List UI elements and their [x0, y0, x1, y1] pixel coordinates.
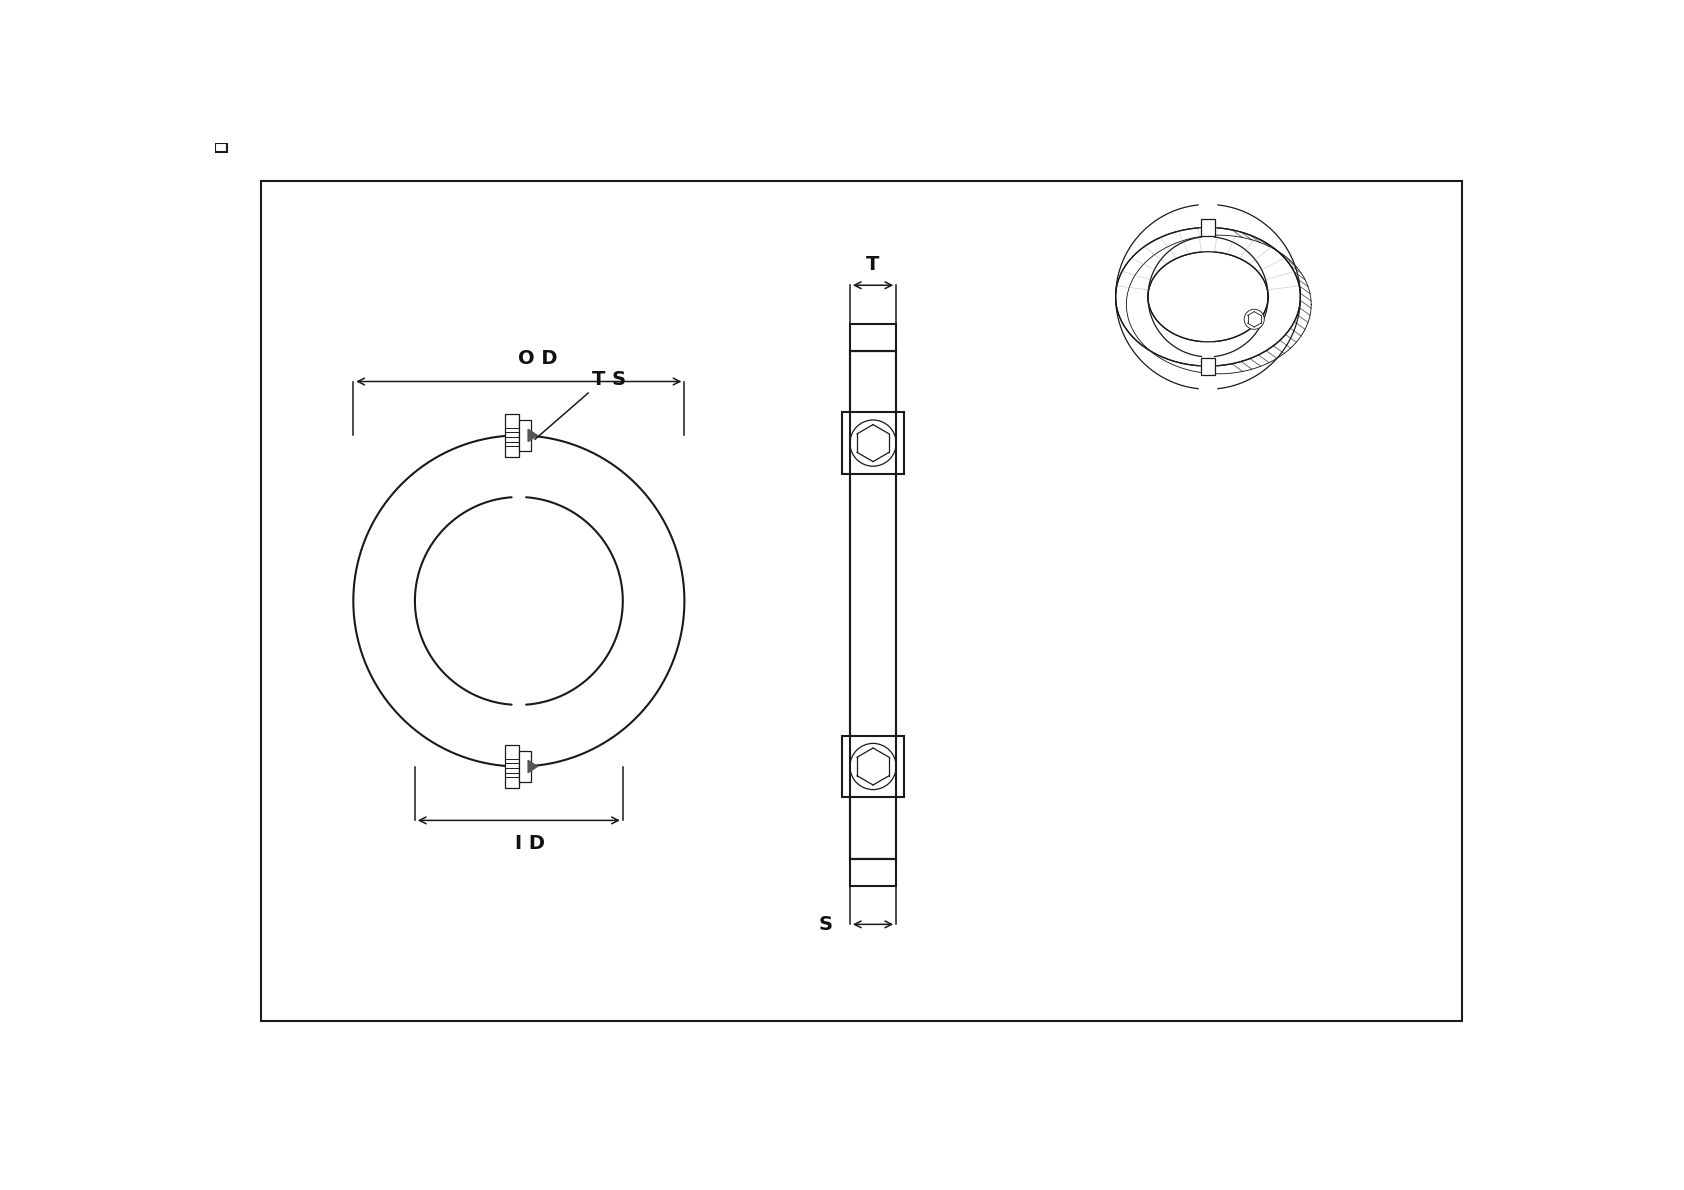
Bar [842, 735, 904, 797]
Bar [519, 420, 530, 451]
Polygon shape [529, 760, 537, 772]
Text: T S: T S [593, 370, 626, 389]
Text: I D: I D [515, 834, 546, 853]
Bar [842, 412, 904, 474]
Bar [505, 745, 519, 788]
Bar [850, 351, 896, 859]
Bar [519, 751, 530, 782]
Text: T: T [866, 255, 879, 274]
Circle shape [850, 744, 896, 790]
Circle shape [1244, 309, 1265, 330]
Text: O D: O D [519, 349, 557, 368]
Text: S: S [818, 915, 834, 934]
Polygon shape [529, 430, 537, 441]
Bar [216, 143, 227, 151]
Bar [1201, 358, 1214, 375]
Bar [850, 859, 896, 885]
Bar [850, 351, 896, 859]
Bar [850, 324, 896, 351]
Bar [505, 414, 519, 457]
Circle shape [850, 420, 896, 466]
Bar [1201, 219, 1214, 236]
